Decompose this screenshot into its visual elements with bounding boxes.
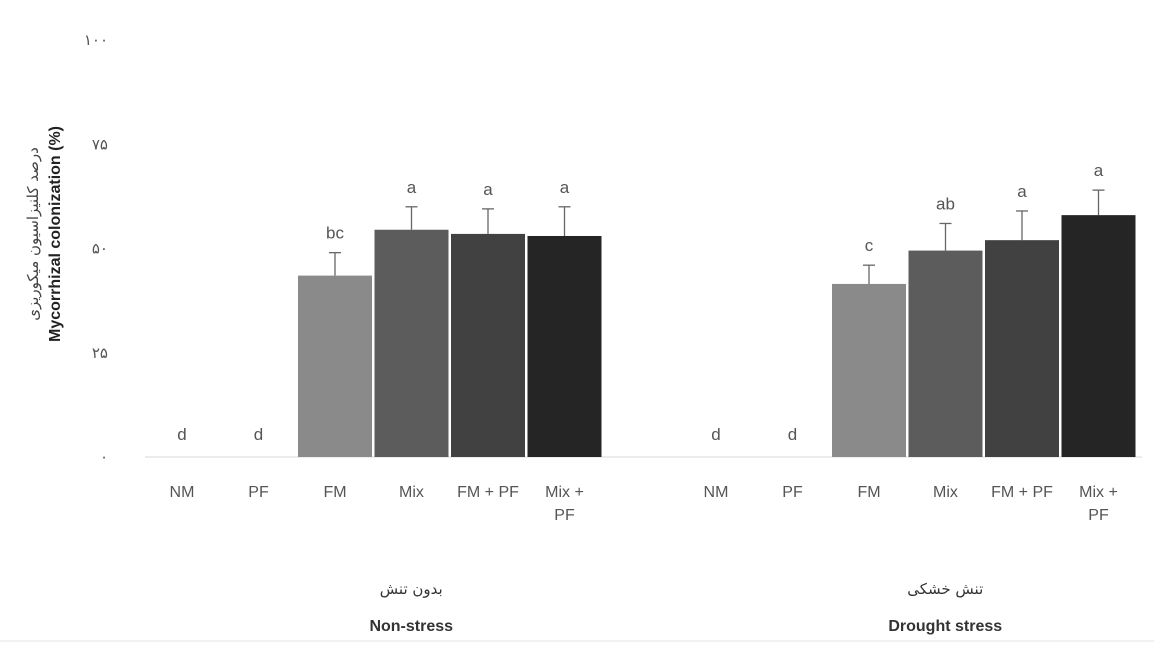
x-tick-label: NM	[170, 484, 195, 501]
group-label: Drought stress	[888, 618, 1002, 635]
significance-letter: d	[788, 425, 797, 444]
significance-letters: d d bc a a a d d c ab a a	[177, 161, 1104, 444]
x-tick-label: PF	[554, 507, 575, 524]
y-tick-label: ۲۵	[92, 344, 108, 362]
x-tick-label: FM	[857, 484, 880, 501]
y-tick-label: ۵۰	[92, 240, 108, 258]
bar	[374, 229, 449, 457]
error-bars	[329, 189, 1105, 284]
y-axis-label: Mycorrhizal colonization (%)	[47, 126, 64, 342]
group-label-persian: بدون تنش	[380, 580, 443, 598]
y-axis-ticks: ۰ ۲۵ ۵۰ ۷۵ ۱۰۰	[84, 31, 108, 466]
group-label-persian: تنش خشکی	[907, 580, 983, 598]
bar	[451, 233, 525, 457]
y-tick-label: ۷۵	[92, 135, 108, 153]
x-tick-label: PF	[782, 484, 803, 501]
x-tick-label: Mix +	[545, 484, 584, 501]
significance-letter: d	[177, 425, 186, 444]
x-tick-label: Mix +	[1079, 484, 1118, 501]
bar	[1061, 215, 1136, 457]
significance-letter: a	[407, 178, 417, 197]
significance-letter: a	[1017, 182, 1027, 201]
significance-letter: a	[1094, 161, 1104, 180]
y-tick-label: ۱۰۰	[84, 31, 108, 49]
bar	[908, 250, 983, 457]
group-labels: بدون تنش Non-stress تنش خشکی Drought stress	[369, 580, 1002, 635]
significance-letter: ab	[936, 194, 955, 213]
bar	[832, 283, 906, 457]
group-label: Non-stress	[369, 618, 453, 635]
x-tick-label: FM + PF	[991, 484, 1053, 501]
x-tick-label: NM	[704, 484, 729, 501]
x-tick-label: FM + PF	[457, 484, 519, 501]
bar	[527, 235, 602, 457]
significance-letter: c	[865, 236, 874, 255]
y-axis-label-persian: درصد کلنیزاسیون میکوریزی	[24, 147, 42, 321]
y-axis-title: درصد کلنیزاسیون میکوریزی Mycorrhizal col…	[24, 126, 64, 342]
x-tick-label: Mix	[399, 484, 424, 501]
significance-letter: a	[560, 178, 570, 197]
y-tick-label: ۰	[100, 448, 108, 466]
significance-letter: a	[483, 180, 493, 199]
x-axis-categories: NM PF FM Mix FM + PF Mix + PF NM PF FM Mix FM + PF M…	[170, 484, 1118, 524]
bar	[985, 240, 1059, 457]
significance-letter: d	[254, 425, 263, 444]
bar	[298, 275, 372, 457]
x-tick-label: PF	[1088, 507, 1109, 524]
significance-letter: bc	[326, 224, 344, 243]
significance-letter: d	[711, 425, 720, 444]
x-tick-label: PF	[248, 484, 269, 501]
x-tick-label: FM	[323, 484, 346, 501]
bars	[298, 215, 1136, 457]
x-tick-label: Mix	[933, 484, 958, 501]
